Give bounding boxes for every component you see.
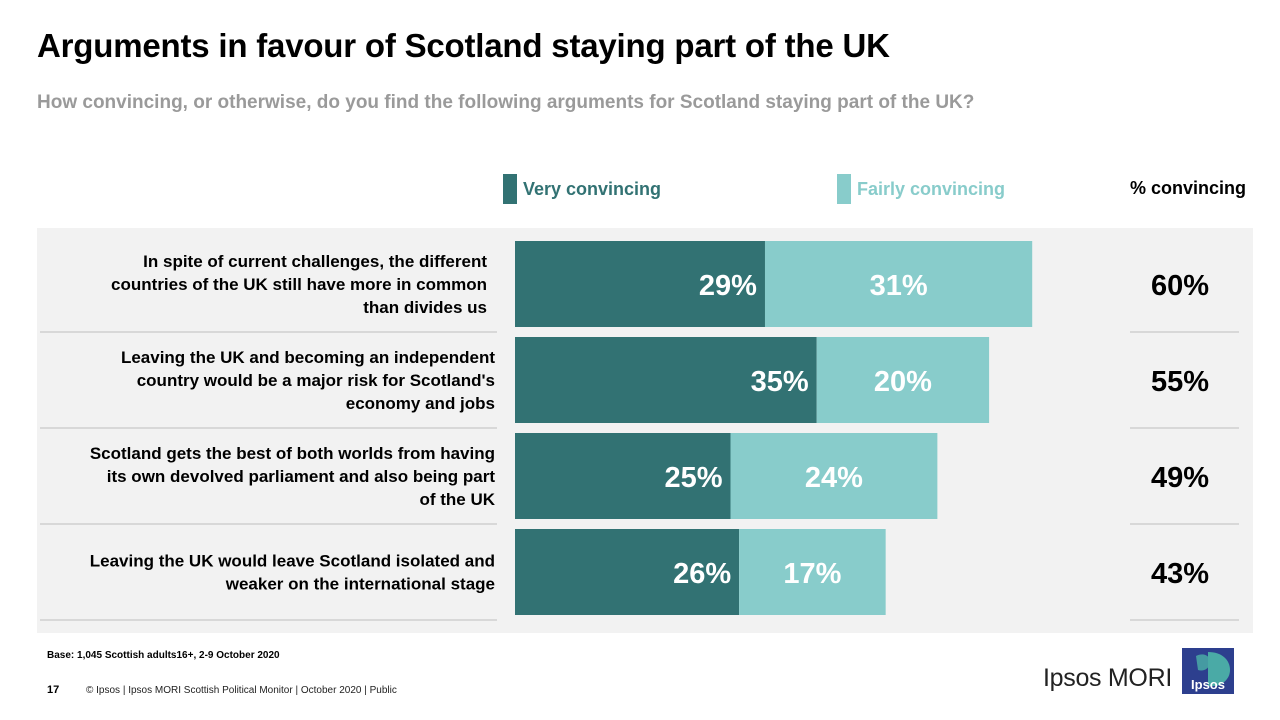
bar-segment-fairly: [739, 529, 886, 615]
bar-segment-fairly: [764, 241, 1033, 327]
category-label: countries of the UK still have more in c…: [111, 275, 487, 294]
category-label: country would be a major risk for Scotla…: [137, 371, 495, 390]
total-label: 49%: [1151, 462, 1209, 494]
category-label: In spite of current challenges, the diff…: [143, 252, 487, 271]
bar-segment-fairly: [730, 433, 938, 519]
total-label: 60%: [1151, 270, 1209, 302]
page-subtitle: How convincing, or otherwise, do you fin…: [37, 92, 975, 113]
category-label: Leaving the UK and becoming an independe…: [121, 348, 495, 367]
data-label-very: 35%: [751, 366, 809, 398]
category-label: weaker on the international stage: [225, 575, 495, 594]
legend-label-fairly: Fairly convincing: [857, 178, 1006, 199]
data-label-very: 25%: [664, 462, 722, 494]
ipsos-logo-text: Ipsos: [1191, 677, 1225, 692]
footer-text: © Ipsos | Ipsos MORI Scottish Political …: [86, 685, 397, 696]
legend-swatch-fairly: [837, 174, 851, 204]
total-column-header: % convincing: [1130, 178, 1247, 198]
ipsos-logo: Ipsos: [1182, 648, 1234, 694]
bar-segment-very: [515, 337, 817, 423]
legend-label-very: Very convincing: [523, 178, 662, 199]
data-label-fairly: 20%: [874, 366, 932, 398]
category-label: than divides us: [363, 298, 487, 317]
category-label: economy and jobs: [346, 394, 495, 413]
data-label-very: 26%: [673, 558, 731, 590]
data-label-fairly: 17%: [783, 558, 841, 590]
bar-segment-very: [515, 529, 740, 615]
base-note: Base: 1,045 Scottish adults16+, 2-9 Octo…: [47, 650, 280, 661]
page-title: Arguments in favour of Scotland staying …: [37, 27, 890, 64]
category-label: Scotland gets the best of both worlds fr…: [90, 444, 495, 463]
legend-item-fairly: Fairly convincing: [837, 174, 1005, 204]
legend-item-very: Very convincing: [503, 174, 661, 204]
brand-name: Ipsos MORI: [1043, 664, 1172, 692]
category-label: Leaving the UK would leave Scotland isol…: [90, 552, 495, 571]
data-label-fairly: 24%: [805, 462, 863, 494]
category-label: its own devolved parliament and also bei…: [107, 467, 496, 486]
page-number: 17: [47, 684, 60, 696]
total-label: 55%: [1151, 366, 1209, 398]
legend-swatch-very: [503, 174, 517, 204]
category-label: of the UK: [419, 490, 495, 509]
bar-segment-very: [515, 433, 731, 519]
data-label-very: 29%: [699, 270, 757, 302]
bar-segment-very: [515, 241, 765, 327]
data-label-fairly: 31%: [870, 270, 928, 302]
total-label: 43%: [1151, 558, 1209, 590]
bar-segment-fairly: [816, 337, 990, 423]
